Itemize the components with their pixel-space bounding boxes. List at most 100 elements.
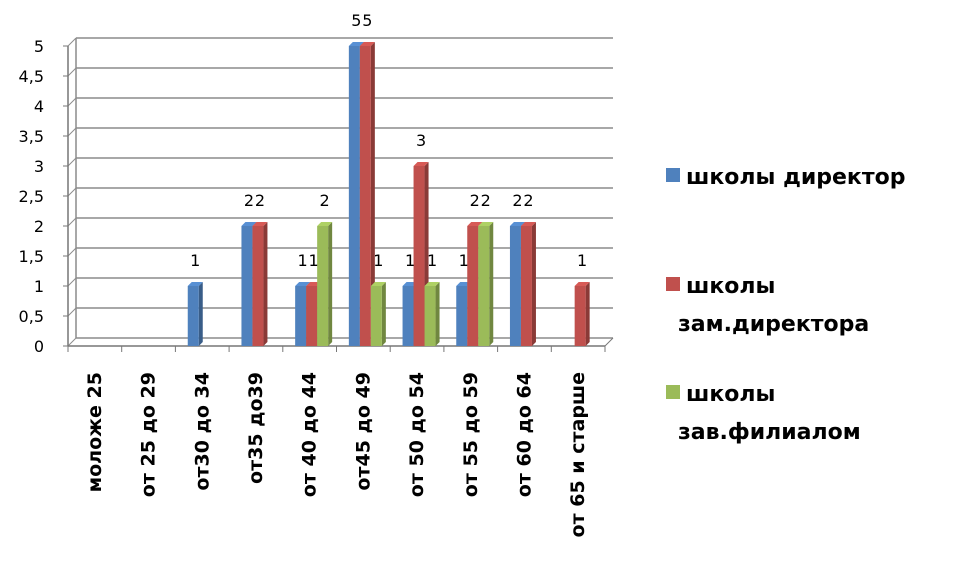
data-label: 1 — [298, 251, 308, 270]
gridline-depth — [67, 247, 77, 257]
category-label: от 25 до 29 — [138, 372, 160, 497]
data-label: 1 — [309, 251, 319, 270]
category-label: от 40 до 44 — [299, 372, 321, 497]
bar-front — [402, 286, 414, 346]
bar — [424, 282, 440, 346]
category-label: от30 до 34 — [191, 372, 213, 491]
data-label: 3 — [416, 131, 426, 150]
gridline-depth — [67, 307, 77, 317]
category-label: от 50 до 54 — [406, 372, 428, 497]
y-tick-label: 0,5 — [19, 307, 44, 326]
y-tick-label: 3,5 — [19, 127, 44, 146]
gridlines — [67, 37, 613, 347]
y-tick-label: 2,5 — [19, 187, 44, 206]
y-tick-label: 4,5 — [19, 67, 44, 86]
bar-front — [241, 226, 253, 346]
category-label: моложе 25 — [84, 372, 106, 492]
bar-front — [413, 166, 425, 346]
y-tick-label: 5 — [34, 37, 44, 56]
gridline-depth — [67, 337, 77, 347]
bar — [574, 282, 590, 346]
legend-swatch — [666, 385, 680, 399]
bar-top — [187, 282, 203, 286]
category-label: от45 до 49 — [352, 372, 374, 491]
data-label: 2 — [470, 191, 480, 210]
category-labels: моложе 25 от 25 до 29 от30 до 34 от35 до39 о… — [84, 372, 589, 537]
bar — [370, 282, 386, 346]
bar-front — [424, 286, 436, 346]
bar — [187, 282, 203, 346]
data-label: 2 — [512, 191, 522, 210]
bar-side — [328, 222, 333, 346]
bar-top — [478, 222, 494, 226]
bar-front — [359, 46, 371, 346]
gridline-depth — [67, 157, 77, 167]
bar-top — [252, 222, 268, 226]
bar-front — [509, 226, 521, 346]
data-label: 1 — [190, 251, 200, 270]
bar-front — [252, 226, 264, 346]
legend-label: зам.директора — [678, 312, 869, 337]
legend-label: школы директор — [686, 165, 905, 190]
bar — [478, 222, 494, 346]
bar-side — [381, 282, 386, 346]
bar — [252, 222, 268, 346]
data-label: 2 — [523, 191, 533, 210]
bar-top — [467, 222, 483, 226]
gridline-depth — [67, 67, 77, 77]
data-label: 5 — [362, 11, 372, 30]
bar-front — [348, 46, 360, 346]
bar-top — [295, 282, 311, 286]
bar-top — [241, 222, 257, 226]
floor-edge — [604, 337, 614, 347]
bar-top — [370, 282, 386, 286]
bar-top — [509, 222, 525, 226]
bar-top — [520, 222, 536, 226]
bar-top — [359, 42, 375, 46]
gridline-depth — [67, 37, 77, 47]
bar-side — [531, 222, 536, 346]
category-label: от 65 и старше — [567, 372, 589, 537]
y-tick-label: 1,5 — [19, 247, 44, 266]
category-label: от35 до39 — [245, 372, 267, 484]
bar — [317, 222, 333, 346]
data-labels: 12 21 125 51 131 12 2 2 21 — [190, 11, 587, 270]
bar-top — [413, 162, 429, 166]
legend-label: зав.филиалом — [678, 420, 861, 445]
category-label: от 55 до 59 — [460, 372, 482, 497]
y-tick-label: 0 — [34, 337, 44, 356]
legend-swatch — [666, 277, 680, 291]
gridline-depth — [67, 217, 77, 227]
bar-front — [187, 286, 199, 346]
bar-side — [263, 222, 268, 346]
bar-front — [370, 286, 382, 346]
legend: школы директор школы зам.директора школы зав… — [666, 165, 905, 445]
data-label: 1 — [373, 251, 383, 270]
bar-front — [467, 226, 479, 346]
bar-side — [198, 282, 203, 346]
bar-front — [456, 286, 468, 346]
data-label: 5 — [351, 11, 361, 30]
data-label: 2 — [255, 191, 265, 210]
gridline-depth — [67, 277, 77, 287]
bar — [520, 222, 536, 346]
bar-top — [424, 282, 440, 286]
bar-front — [317, 226, 329, 346]
bar-side — [370, 42, 375, 346]
bar-side — [435, 282, 440, 346]
bar-top — [348, 42, 364, 46]
bar-front — [306, 286, 318, 346]
gridline-depth — [67, 97, 77, 107]
category-label: от 60 до 64 — [513, 372, 535, 497]
bar-top — [317, 222, 333, 226]
y-tick-label: 2 — [34, 217, 44, 236]
bar — [359, 42, 375, 346]
bar-front — [574, 286, 586, 346]
legend-label: школы — [686, 274, 775, 299]
data-label: 2 — [481, 191, 491, 210]
bar-front — [520, 226, 532, 346]
y-tick-label: 3 — [34, 157, 44, 176]
bar-front — [478, 226, 490, 346]
y-tick-label: 4 — [34, 97, 44, 116]
